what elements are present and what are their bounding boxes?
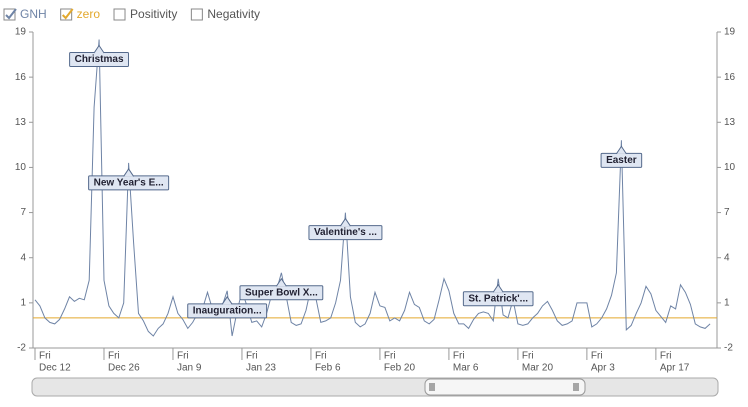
checkbox[interactable]	[60, 8, 73, 21]
checkbox[interactable]	[3, 8, 16, 21]
annotation-pointer	[221, 295, 233, 305]
annotation[interactable]: St. Patrick'...	[462, 283, 534, 307]
y-tick-label: 4	[20, 252, 26, 263]
annotation-label: St. Patrick'...	[468, 293, 528, 304]
x-tick-label: Apr 17	[660, 363, 690, 374]
y-tick-label: 10	[15, 162, 27, 173]
legend-item[interactable]: GNH	[3, 7, 47, 21]
x-tick-label: Dec 12	[39, 363, 71, 374]
x-tick-label: Jan 23	[246, 363, 276, 374]
x-tick-weekday: Fri	[39, 351, 51, 362]
annotation[interactable]: Christmas	[69, 44, 130, 68]
x-tick-weekday: Fri	[108, 351, 120, 362]
scroll-track[interactable]	[31, 377, 719, 397]
legend-item[interactable]: Negativity	[190, 7, 260, 21]
x-tick-weekday: Fri	[522, 351, 534, 362]
checkmark	[5, 8, 17, 20]
scroll-grip	[429, 383, 579, 391]
annotation-label: Super Bowl X...	[245, 287, 318, 298]
legend-item[interactable]: Positivity	[113, 7, 177, 21]
x-tick-weekday: Fri	[591, 351, 603, 362]
x-tick-weekday: Fri	[384, 351, 396, 362]
legend-label: zero	[77, 7, 101, 21]
x-tick-weekday: Fri	[315, 351, 327, 362]
scrollbar[interactable]	[31, 377, 719, 397]
annotation-label: Christmas	[75, 54, 124, 65]
annotation-label: Valentine's ...	[314, 227, 377, 238]
x-tick-label: Dec 26	[108, 363, 140, 374]
annotation[interactable]: Super Bowl X...	[239, 277, 324, 301]
y-tick-label: 19	[15, 27, 27, 38]
legend-item[interactable]: zero	[60, 7, 101, 21]
y-tick-label: -2	[17, 343, 26, 354]
x-tick-label: Feb 20	[384, 363, 416, 374]
y2-tick-label: 7	[724, 207, 730, 218]
y2-tick-label: 10	[724, 162, 736, 173]
x-tick-label: Mar 20	[522, 363, 554, 374]
y2-tick-label: 13	[724, 117, 736, 128]
annotation-pointer	[340, 217, 351, 227]
x-tick-label: Feb 6	[315, 363, 341, 374]
y2-tick-label: 1	[724, 297, 730, 308]
annotation-pointer	[123, 168, 135, 177]
checkbox[interactable]	[113, 8, 126, 21]
x-tick-weekday: Fri	[246, 351, 258, 362]
y-tick-label: 7	[20, 207, 26, 218]
y-tick-label: 16	[15, 72, 27, 83]
annotation[interactable]: Inauguration...	[187, 295, 268, 319]
x-tick-label: Jan 9	[177, 363, 202, 374]
series-line	[34, 39, 711, 337]
annotation[interactable]: Easter	[600, 145, 643, 168]
annotation-pointer	[492, 283, 504, 293]
x-tick-weekday: Fri	[453, 351, 465, 362]
scroll-thumb[interactable]	[424, 378, 586, 396]
x-tick-weekday: Fri	[177, 351, 189, 362]
y2-tick-label: -2	[724, 343, 733, 354]
y2-tick-label: 4	[724, 252, 730, 263]
annotation-label: New Year's E...	[94, 178, 164, 189]
annotation-label: Inauguration...	[193, 305, 262, 316]
y2-tick-label: 16	[724, 72, 736, 83]
annotation-label: Easter	[606, 155, 637, 166]
y2-tick-label: 19	[724, 27, 736, 38]
annotation[interactable]: Valentine's ...	[308, 217, 383, 241]
annotation-pointer	[275, 277, 287, 287]
x-tick-label: Apr 3	[591, 363, 615, 374]
annotation-pointer	[93, 44, 105, 54]
legend-label: Positivity	[130, 7, 177, 21]
annotation-pointer	[615, 145, 627, 155]
x-tick-weekday: Fri	[660, 351, 672, 362]
checkbox[interactable]	[190, 8, 203, 21]
x-tick-label: Mar 6	[453, 363, 479, 374]
y-tick-label: 1	[20, 297, 26, 308]
annotation[interactable]: New Year's E...	[88, 168, 170, 191]
y-tick-label: 13	[15, 117, 27, 128]
checkmark	[61, 8, 74, 20]
legend-label: Negativity	[207, 7, 260, 21]
legend-label: GNH	[20, 7, 47, 21]
